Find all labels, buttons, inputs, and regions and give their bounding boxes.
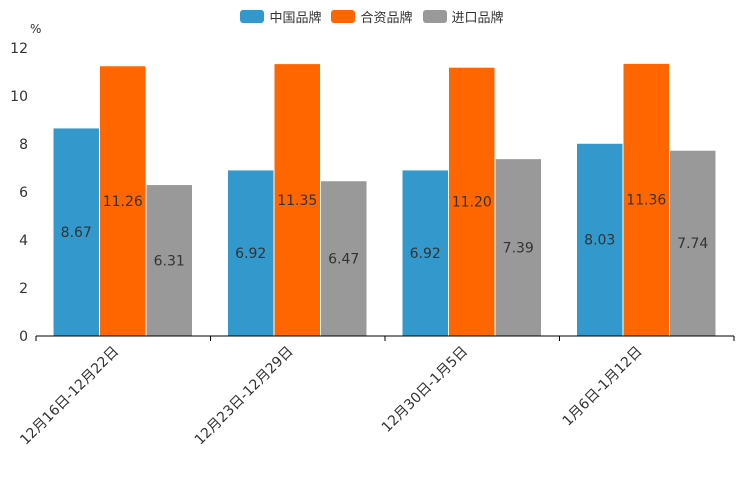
x-tick-label-1: 12月23日-12月29日 [192, 344, 297, 449]
x-tick-label-2: 12月30日-1月5日 [379, 344, 471, 436]
bar-s2-c0 [145, 184, 193, 337]
data-label-s0-c0: 8.67 [61, 225, 92, 241]
data-label-s2-c0: 6.31 [154, 253, 185, 269]
data-label-s1-c0: 11.26 [103, 194, 143, 210]
bar-s2-c3 [669, 149, 717, 337]
y-tick-label-2: 4 [19, 233, 28, 249]
data-label-s0-c2: 6.92 [410, 246, 441, 262]
bar-s1-c0 [99, 65, 147, 337]
y-tick-label-0: 0 [19, 329, 28, 345]
legend-swatch-china-brand [240, 10, 265, 23]
y-tick-label-5: 10 [10, 89, 28, 105]
legend-label-china-brand: 中国品牌 [269, 11, 322, 26]
bar-s0-c2 [401, 169, 449, 337]
data-label-s2-c2: 7.39 [503, 240, 534, 256]
y-tick-label-4: 8 [19, 137, 28, 153]
y-axis-unit: % [30, 22, 42, 36]
y-tick-label-6: 12 [10, 41, 28, 57]
bar-s0-c3 [576, 142, 624, 337]
data-label-s1-c1: 11.35 [277, 193, 317, 209]
y-tick-label-1: 2 [19, 281, 28, 297]
legend-swatch-imported-brand [422, 10, 447, 23]
legend-item-joint-venture-brand[interactable]: 合资品牌 [331, 7, 413, 26]
data-label-s1-c3: 11.36 [626, 193, 666, 209]
legend-item-china-brand[interactable]: 中国品牌 [240, 7, 321, 26]
data-label-s0-c1: 6.92 [235, 246, 266, 262]
data-label-s0-c3: 8.03 [584, 233, 615, 249]
bar-s2-c2 [494, 158, 542, 337]
x-tick-label-0: 12月16日-12月22日 [17, 344, 122, 449]
legend-label-joint-venture-brand: 合资品牌 [360, 11, 413, 26]
legend-item-imported-brand[interactable]: 进口品牌 [422, 7, 504, 26]
data-label-s1-c2: 11.20 [452, 195, 492, 211]
bar-s2-c1 [320, 180, 368, 337]
legend-swatch-joint-venture-brand [331, 10, 356, 23]
legend: 中国品牌 合资品牌 进口品牌 [0, 7, 744, 26]
data-label-s2-c3: 7.74 [677, 236, 708, 252]
bar-s1-c1 [273, 63, 321, 337]
x-tick-label-3: 1月6日-1月12日 [560, 344, 646, 430]
bar-s1-c2 [448, 66, 496, 337]
data-label-s2-c1: 6.47 [328, 251, 359, 267]
legend-label-imported-brand: 进口品牌 [451, 11, 504, 26]
y-tick-label-3: 6 [19, 185, 28, 201]
